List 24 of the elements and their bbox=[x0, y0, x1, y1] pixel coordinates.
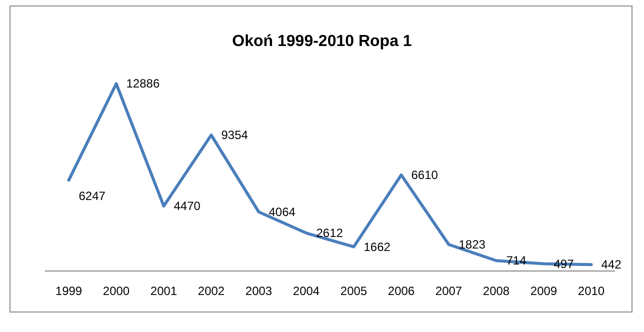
x-tick-label: 2010 bbox=[578, 284, 605, 298]
data-label: 1823 bbox=[458, 238, 486, 252]
x-tick-label: 2003 bbox=[245, 284, 272, 298]
x-tick-label: 2000 bbox=[102, 284, 130, 298]
data-label: 6610 bbox=[411, 168, 438, 182]
data-label: 442 bbox=[601, 258, 622, 272]
x-tick-label: 2002 bbox=[198, 284, 225, 298]
data-label: 1662 bbox=[364, 240, 391, 254]
x-tick-label: 2007 bbox=[435, 284, 462, 298]
x-tick-label: 2006 bbox=[388, 284, 415, 298]
x-tick-label: 2001 bbox=[150, 284, 178, 298]
data-label: 4064 bbox=[268, 204, 296, 219]
x-tick-label: 2004 bbox=[292, 284, 320, 298]
chart-title: Okoń 1999-2010 Ropa 1 bbox=[232, 33, 412, 50]
x-tick-label: 2005 bbox=[340, 284, 368, 298]
data-label: 714 bbox=[506, 254, 527, 268]
x-tick-label: 1999 bbox=[55, 284, 82, 298]
data-label: 4470 bbox=[174, 199, 201, 214]
data-label: 2612 bbox=[316, 226, 344, 240]
data-label: 12886 bbox=[126, 76, 160, 91]
x-tick-label: 2009 bbox=[530, 284, 558, 298]
x-tick-label: 2008 bbox=[482, 284, 510, 298]
data-label: 9354 bbox=[221, 128, 248, 142]
data-label: 6247 bbox=[78, 189, 106, 204]
